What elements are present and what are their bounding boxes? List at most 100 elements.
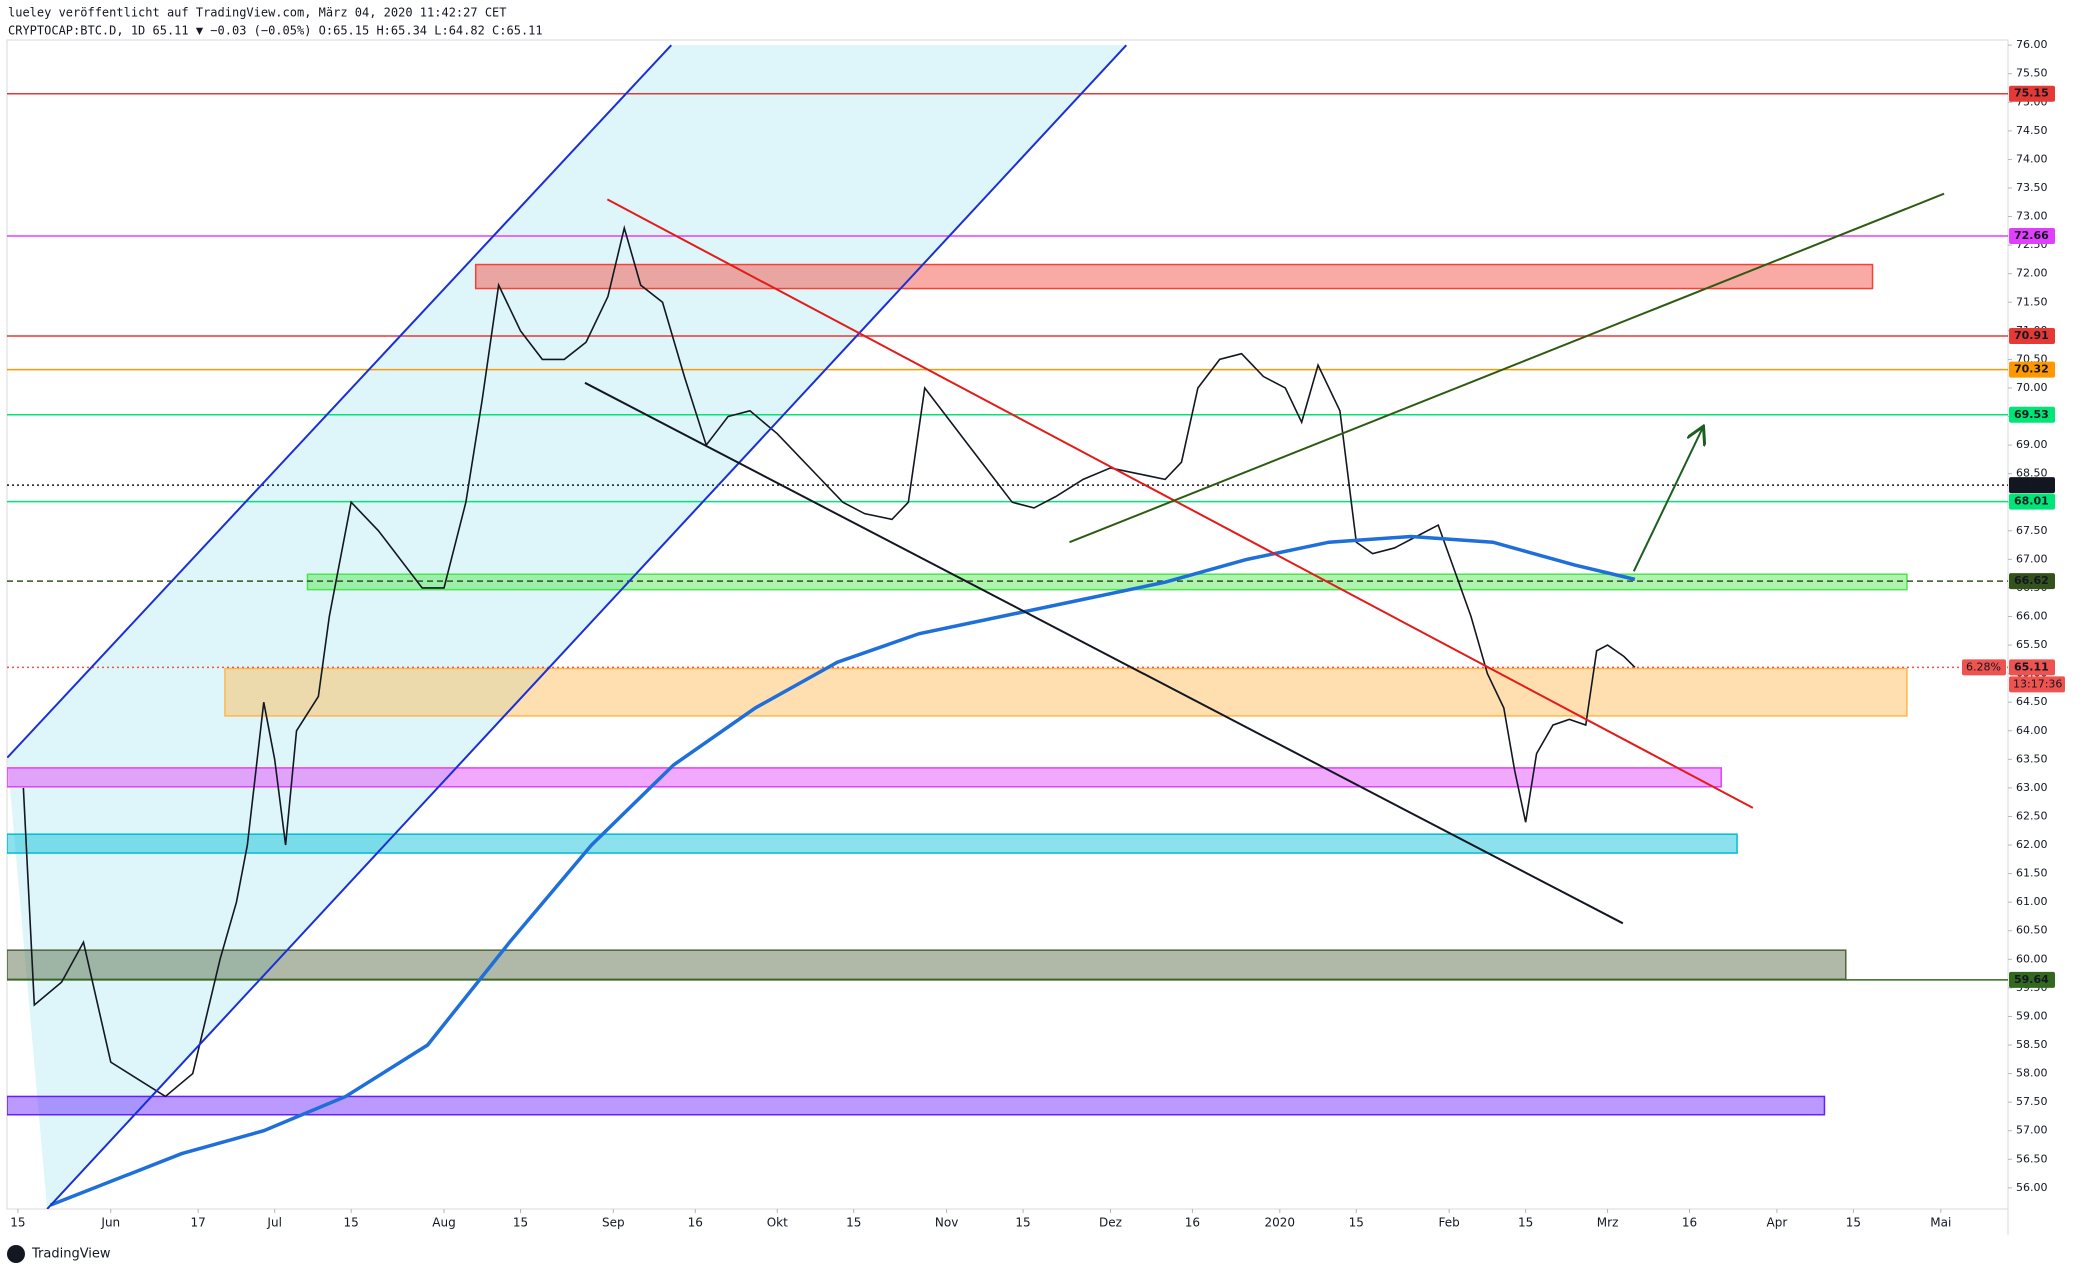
y-tick-label: 72.00 [2016, 267, 2048, 280]
price-label-box [2009, 971, 2055, 988]
y-tick-label: 68.50 [2016, 467, 2048, 480]
plot-area [6, 39, 2009, 1210]
price-label: 59.64 [2014, 973, 2049, 986]
price-label: 75.15 [2014, 87, 2049, 100]
y-tick-label: 66.00 [2016, 610, 2048, 623]
x-tick-label: 15 [513, 1216, 528, 1230]
x-tick-label: Nov [935, 1216, 958, 1230]
price-label: 70.32 [2014, 363, 2049, 376]
zone [7, 949, 1847, 981]
zone [7, 1095, 1826, 1116]
y-tick-label: 71.50 [2016, 295, 2048, 308]
change-label: 6.28% [1966, 660, 2001, 673]
x-tick-label: Sep [602, 1216, 625, 1230]
x-tick-label: 2020 [1265, 1216, 1296, 1230]
price-label-box [2009, 477, 2055, 494]
x-tick-label: Aug [432, 1216, 455, 1230]
header-symbol: CRYPTOCAP:BTC.D, 1D 65.11 ▼ −0.03 (−0.05… [8, 24, 543, 38]
arrow [1632, 428, 1703, 572]
y-tick-label: 64.00 [2016, 724, 2048, 737]
change-label-box [1962, 659, 2006, 676]
y-tick-label: 63.00 [2016, 781, 2048, 794]
price-label: 66.62 [2014, 574, 2049, 587]
y-tick-label: 60.00 [2016, 952, 2048, 965]
y-tick-label: 69.00 [2016, 438, 2048, 451]
y-tick-label: 62.50 [2016, 809, 2048, 822]
moving-average [50, 534, 1636, 1207]
price-label-box [2009, 406, 2055, 423]
y-tick-label: 65.50 [2016, 638, 2048, 651]
y-tick-label: 74.50 [2016, 124, 2048, 137]
price-label: 65.11 [2014, 660, 2049, 673]
zone [224, 667, 1908, 717]
x-tick-label: 15 [1015, 1216, 1030, 1230]
countdown-label: 13:17:36 [2013, 677, 2062, 690]
y-tick-label: 56.50 [2016, 1152, 2048, 1165]
price-label-box [2009, 227, 2055, 244]
brand-name: TradingView [31, 1247, 111, 1262]
trend-line [7, 44, 673, 759]
x-tick-label: 15 [344, 1216, 359, 1230]
y-tick-label: 74.00 [2016, 152, 2048, 165]
x-tick-label: 15 [1349, 1216, 1364, 1230]
x-tick-label: Okt [767, 1216, 788, 1230]
trend-line [1069, 192, 1945, 544]
y-tick-label: 57.50 [2016, 1095, 2048, 1108]
trend-line [46, 44, 1128, 1209]
y-tick-label: 67.50 [2016, 524, 2048, 537]
y-tick-label: 70.00 [2016, 381, 2048, 394]
price-label-box [2009, 361, 2055, 378]
x-tick-label: 15 [1518, 1216, 1533, 1230]
x-tick-label: 15 [10, 1216, 25, 1230]
x-tick-label: Apr [1767, 1216, 1788, 1230]
y-tick-label: 61.50 [2016, 867, 2048, 880]
x-tick-label: 16 [1185, 1216, 1200, 1230]
x-tick-label: Feb [1439, 1216, 1460, 1230]
x-tick-label: 16 [1682, 1216, 1697, 1230]
x-tick-label: Jul [266, 1216, 281, 1230]
y-tick-label: 76.00 [2016, 38, 2048, 51]
x-tick-label: Dez [1099, 1216, 1122, 1230]
price-label: 69.53 [2014, 408, 2049, 421]
price-label-box [2009, 573, 2055, 590]
plot [7, 44, 2008, 1209]
x-tick-label: 16 [688, 1216, 703, 1230]
x-tick-label: Jun [100, 1216, 120, 1230]
y-tick-label: 75.50 [2016, 67, 2048, 80]
y-tick-label: 62.00 [2016, 838, 2048, 851]
zone [306, 573, 1908, 591]
y-tick-label: 59.00 [2016, 1009, 2048, 1022]
y-tick-label: 63.50 [2016, 752, 2048, 765]
x-tick-label: 15 [1846, 1216, 1861, 1230]
price-label-box [2009, 327, 2055, 344]
x-tick-label: Mai [1930, 1216, 1951, 1230]
trend-line [584, 381, 1624, 925]
x-tick-label: 15 [846, 1216, 861, 1230]
y-tick-label: 60.50 [2016, 924, 2048, 937]
y-tick-label: 64.50 [2016, 695, 2048, 708]
price-label: 70.91 [2014, 329, 2049, 342]
brand-logo [7, 1245, 25, 1263]
zone [7, 833, 1738, 854]
zone [474, 263, 1874, 290]
y-tick-label: 67.00 [2016, 552, 2048, 565]
price-label-box [2009, 493, 2055, 510]
y-tick-label: 56.00 [2016, 1181, 2048, 1194]
y-tick-label: 58.00 [2016, 1067, 2048, 1080]
zone [7, 767, 1722, 788]
x-tick-label: 17 [191, 1216, 206, 1230]
countdown-box [2009, 676, 2065, 693]
x-tick-label: Mrz [1597, 1216, 1619, 1230]
trend-line [606, 198, 1754, 809]
header-publisher: lueley veröffentlicht auf TradingView.co… [8, 6, 507, 20]
price-label-box [2009, 659, 2055, 676]
price-label-box [2009, 85, 2055, 102]
y-tick-label: 73.50 [2016, 181, 2048, 194]
axes: 56.0056.5057.0057.5058.0058.5059.0059.50… [10, 38, 2065, 1230]
y-tick-label: 73.00 [2016, 210, 2048, 223]
price-label: 68.30 [2014, 478, 2049, 491]
y-tick-label: 58.50 [2016, 1038, 2048, 1051]
price-label: 68.01 [2014, 495, 2049, 508]
